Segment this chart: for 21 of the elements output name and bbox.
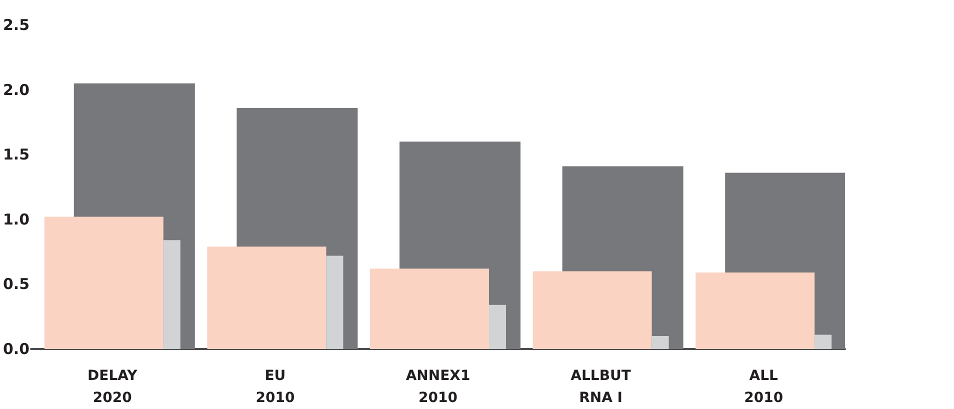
y-tick-label: 2.0 bbox=[3, 80, 30, 99]
y-tick-label: 1.5 bbox=[3, 146, 30, 164]
x-tick-label: ALL 2010 bbox=[744, 368, 784, 406]
y-tick-label: 0.5 bbox=[3, 275, 30, 294]
y-tick-label: 2.5 bbox=[3, 16, 30, 34]
bar bbox=[370, 268, 489, 349]
bar bbox=[44, 216, 164, 349]
bar bbox=[532, 271, 652, 349]
bar bbox=[489, 304, 506, 349]
bar bbox=[326, 256, 344, 349]
x-tick-label: DELAY 2020 bbox=[88, 368, 138, 406]
y-tick-label: 1.0 bbox=[3, 210, 30, 228]
y-tick-label: 0.0 bbox=[3, 340, 30, 358]
x-tick-label: ANNEX1 2010 bbox=[406, 368, 470, 406]
bar bbox=[207, 246, 326, 349]
x-tick-label: EU 2010 bbox=[256, 368, 295, 406]
bar bbox=[652, 336, 669, 349]
x-tick-label: ALLBUT RNA I bbox=[570, 368, 632, 406]
bar bbox=[696, 272, 815, 349]
bar bbox=[163, 240, 180, 349]
bar bbox=[814, 334, 832, 349]
